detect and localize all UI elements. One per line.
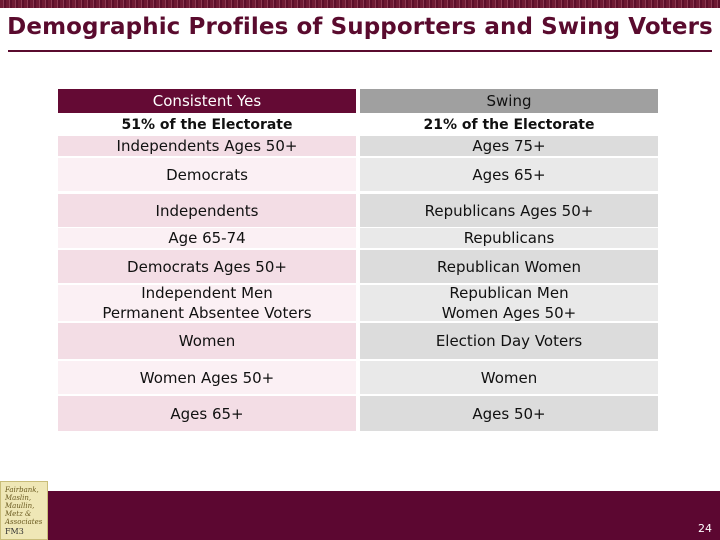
logo-line: Maullin, — [5, 502, 35, 510]
cell-text: Permanent Absentee Voters — [102, 304, 312, 322]
table-cell: Democrats — [58, 158, 356, 191]
consistent-yes-subheader: 51% of the Electorate — [121, 117, 293, 133]
cell-text: Ages 65+ — [472, 165, 546, 184]
logo-mark: FM3 — [5, 527, 24, 536]
title-divider — [8, 50, 712, 52]
table-cell: Independents — [58, 194, 356, 227]
table-cell: Ages 50+ — [360, 396, 658, 431]
cell-text: Republicans — [463, 229, 555, 247]
cell-text: Independents — [155, 201, 259, 220]
cell-text: Women Ages 50+ — [441, 304, 577, 322]
table-cell: Republican Women — [360, 250, 658, 283]
swing-column: Swing 21% of the Electorate Ages 75+ Age… — [360, 89, 658, 431]
table-cell: Independent Men Permanent Absentee Voter… — [58, 284, 356, 322]
swing-header: Swing — [360, 89, 658, 113]
table-cell: Women — [58, 323, 356, 359]
cell-text: Women — [480, 368, 538, 387]
cell-text: Women Ages 50+ — [139, 368, 275, 387]
page-number: 24 — [698, 522, 712, 535]
consistent-yes-header: Consistent Yes — [58, 89, 356, 113]
table-cell: Independents Ages 50+ — [58, 136, 356, 156]
table-cell: Age 65-74 — [58, 228, 356, 248]
table-cell: Ages 75+ — [360, 136, 658, 156]
table-cell: Republicans Ages 50+ — [360, 194, 658, 227]
cell-text: Ages 65+ — [170, 404, 244, 423]
cell-text: Age 65-74 — [168, 229, 246, 247]
table-cell: Ages 65+ — [58, 396, 356, 431]
company-logo: Fairbank, Maslin, Maullin, Metz & Associ… — [0, 481, 48, 540]
cell-text: Republicans Ages 50+ — [424, 201, 594, 220]
cell-text: Ages 75+ — [472, 137, 546, 155]
cell-text: Independents Ages 50+ — [116, 137, 298, 155]
logo-line: Maslin, — [5, 494, 32, 502]
slide-title: Demographic Profiles of Supporters and S… — [7, 14, 713, 40]
consistent-yes-column: Consistent Yes 51% of the Electorate Ind… — [58, 89, 356, 431]
cell-text: Ages 50+ — [472, 404, 546, 423]
cell-text: Republican Men — [449, 284, 569, 302]
footer-bar — [0, 491, 720, 540]
table-cell: Women Ages 50+ — [58, 361, 356, 394]
table-cell: Democrats Ages 50+ — [58, 250, 356, 283]
cell-text: Democrats — [166, 165, 248, 184]
cell-text: Election Day Voters — [435, 332, 583, 350]
cell-text: Women — [178, 332, 236, 350]
logo-line: Metz & — [5, 510, 32, 518]
table-cell: Women — [360, 361, 658, 394]
logo-line: Fairbank, — [5, 486, 39, 494]
table-cell: Ages 65+ — [360, 158, 658, 191]
table-cell: Republican Men Women Ages 50+ — [360, 284, 658, 322]
table-cell: Election Day Voters — [360, 323, 658, 359]
cell-text: Independent Men — [141, 284, 273, 302]
swing-subheader: 21% of the Electorate — [423, 117, 595, 133]
top-decorative-bar — [0, 0, 720, 8]
cell-text: Republican Women — [436, 257, 582, 276]
logo-line: Associates — [5, 518, 43, 526]
table-cell: Republicans — [360, 228, 658, 248]
cell-text: Democrats Ages 50+ — [127, 257, 287, 276]
